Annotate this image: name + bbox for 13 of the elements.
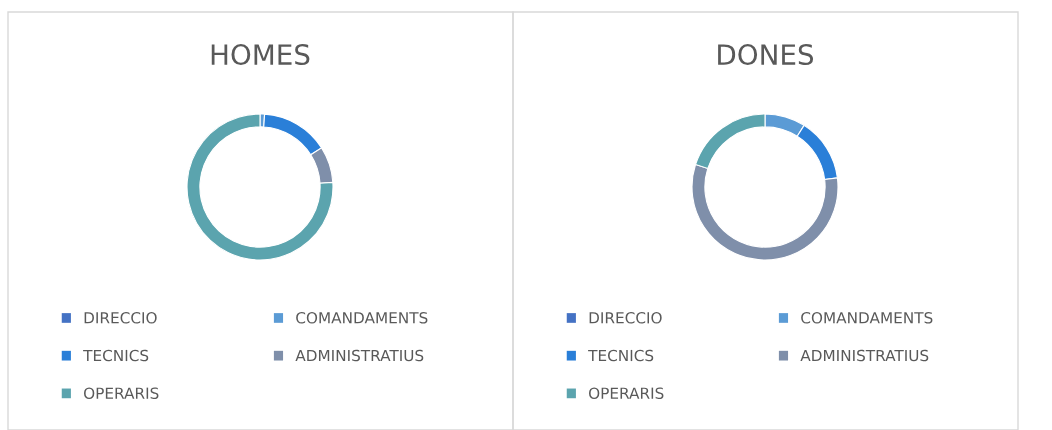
donut-slice (186, 113, 334, 261)
chart-title: HOMES (211, 44, 310, 66)
legend-label: ADMINISTRATIUS (295, 349, 424, 362)
legend-label: TECNICS (588, 349, 654, 362)
legend-label: COMANDAMENTS (296, 312, 428, 324)
legend-label: DIRECCIO (84, 312, 157, 324)
legend-label: OPERARIS (589, 387, 664, 399)
legend-label: TECNICS (83, 349, 149, 362)
legend-label: OPERARIS (84, 387, 159, 399)
legend-label: ADMINISTRATIUS (800, 349, 929, 362)
legend-label: COMANDAMENTS (801, 312, 933, 324)
chart-title: DONES (718, 44, 814, 66)
legend-label: DIRECCIO (589, 312, 662, 324)
